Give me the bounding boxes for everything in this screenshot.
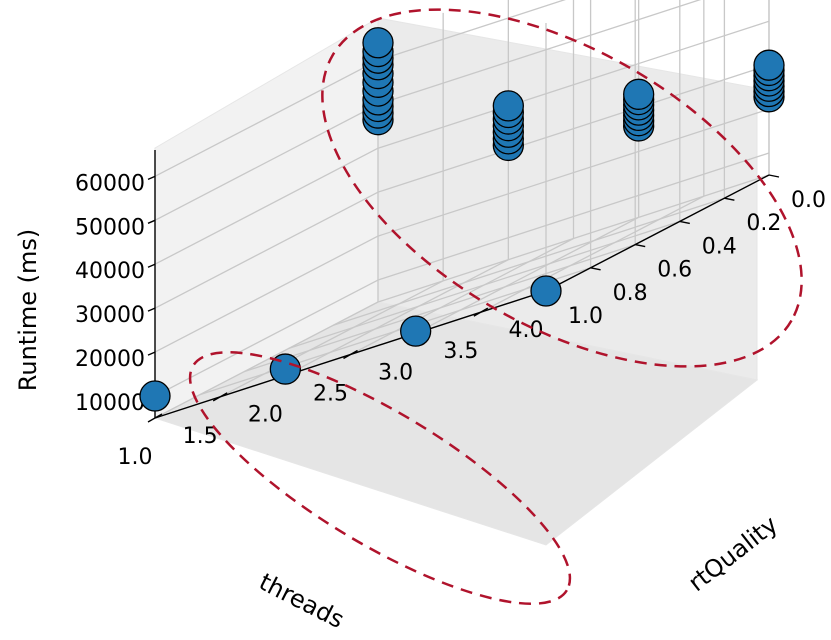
x-tick-label: 1.0 [118,445,153,470]
z-tick-label: 60000 [75,171,145,196]
y-tick-labels: 0.0 0.2 0.4 0.6 0.8 1.0 [568,188,826,329]
grid-line-z-right [377,152,770,281]
y-tick-mark [724,197,735,201]
y-tick-label: 1.0 [568,304,603,329]
x-tick-label: 4.0 [509,318,544,343]
y-tick-mark [590,267,601,271]
x-tick-label: 3.0 [378,360,413,385]
y-axis-title: rtQuality [683,510,783,597]
z-tick-label: 40000 [75,259,145,284]
grid-line-z-left [154,235,379,353]
grid-line-x-floor [154,301,379,419]
grid-line-y-floor [288,220,681,350]
grid-line-z-left [154,191,379,309]
z-tick-label: 20000 [75,347,145,372]
x-tick-label: 3.5 [443,339,478,364]
y-tick-label: 0.8 [613,281,648,306]
x-tick-labels: 1.0 1.5 2.0 2.5 3.0 3.5 4.0 [118,318,544,470]
grid-line-y-floor [199,267,591,396]
z-tick-mark [147,175,156,181]
x-tick-mark [473,307,489,317]
annotation-ellipse-top [321,8,803,368]
z-tick-mark [147,307,156,312]
grid-line-x-floor [415,216,639,334]
data-point [139,380,171,412]
x-tick-label: 2.5 [313,382,348,407]
data-point [530,275,562,307]
grid-line-z-left [154,147,379,265]
y-tick-label: 0.6 [657,258,692,283]
y-tick-mark [679,220,690,225]
data-point [362,27,394,59]
x-tick-label: 1.5 [183,424,218,449]
data-point [623,78,655,110]
y-tick-label: 0.4 [702,234,737,259]
grid-line-z-right [377,64,770,193]
y-tick-mark [635,243,646,248]
grid-line-z-left [154,279,379,397]
x-tick-mark [343,349,358,360]
grid-line-y-floor [377,174,770,303]
grid-line-x-floor [219,280,444,398]
x-tick-mark [212,392,228,402]
data-point [400,315,432,347]
y-axis-line [545,174,770,292]
z-axis-title: Runtime (ms) [14,229,42,391]
data-points [139,27,785,412]
grid-line-y-floor [333,197,725,326]
grid-line-z-right [377,0,566,61]
y-tick-mark [768,174,780,178]
grid-line-x-floor [285,259,509,377]
z-tick-label: 50000 [75,215,145,240]
annotation-ellipse-bottom [188,351,572,605]
grid-line-x-floor [350,237,574,356]
z-tick-mark [147,351,156,356]
z-tick-mark [147,263,156,268]
x-axis-title: threads [255,568,349,634]
z-tick-label: 30000 [75,303,145,328]
grid-line-y-floor [243,243,636,373]
x-tick-mark [147,413,163,423]
grid-line-x-floor [480,195,705,313]
grid-line-z-left [154,103,379,221]
data-point [753,49,785,81]
z-tick-mark [147,219,156,224]
data-point [492,90,524,122]
data-point [269,353,301,385]
z-tick-labels: 10000 20000 30000 40000 50000 60000 [75,171,145,416]
x-tick-label: 2.0 [248,403,283,428]
y-tick-label: 0.0 [791,188,826,213]
grid-line-z-right [377,20,770,149]
y-tick-label: 0.2 [746,211,781,236]
grid-line-z-right [377,108,770,237]
z-tick-label: 10000 [75,391,145,416]
grid-line-z-left [154,59,379,177]
